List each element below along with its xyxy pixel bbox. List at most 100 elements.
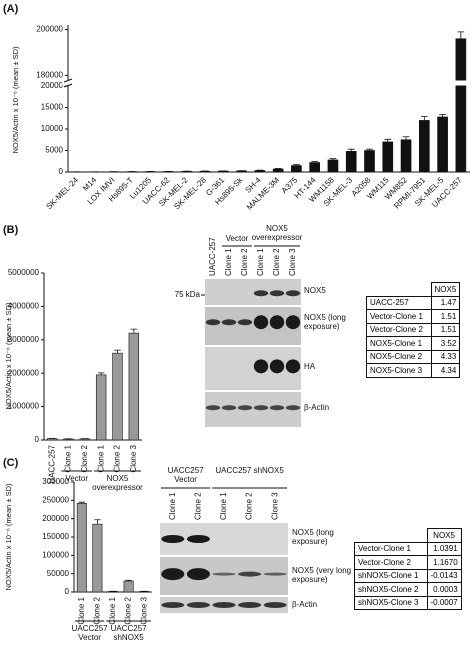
y-tick-label: 20000 <box>41 81 64 90</box>
error-bar <box>94 519 101 525</box>
y-tick-label: 1000000 <box>8 402 40 411</box>
error-bar <box>347 148 355 152</box>
table-row: NOX5-Clone 3 4.34 <box>366 363 461 378</box>
table-cell: UACC-257 <box>366 295 432 310</box>
bar <box>437 116 448 173</box>
table-cell <box>367 283 432 297</box>
lane-label: Clone 2 <box>245 492 254 520</box>
y-tick-label: 200000 <box>42 514 69 523</box>
band <box>285 359 301 374</box>
y-axis-title: NOX5/Actin x 10⁻⁶ (mean ± SD) <box>11 46 20 154</box>
bar <box>76 502 87 593</box>
y-tick-label: 0 <box>65 587 70 596</box>
band-label: HA <box>304 362 316 371</box>
table-cell: NOX5 <box>426 528 462 543</box>
bar <box>418 120 430 173</box>
bar <box>345 151 357 173</box>
bar <box>327 159 339 173</box>
lane-group-label: Vector <box>225 234 249 243</box>
lane-label: Clone 3 <box>270 492 279 520</box>
table-row: Vector-Clone 2 1.51 <box>366 322 461 337</box>
lane-label: Clone 1 <box>224 248 233 276</box>
table-cell: 1.51 <box>430 309 461 324</box>
y-tick-label: 3000000 <box>8 335 40 344</box>
band <box>237 405 253 411</box>
bar <box>382 141 394 173</box>
y-tick-label: 50000 <box>47 569 70 578</box>
error-bar <box>402 136 410 140</box>
lane-group-label: NOX5 overexpressor <box>251 224 303 242</box>
bar <box>309 162 321 173</box>
x-group-label: UACC257 shNOX5 <box>110 624 147 642</box>
y-axis-title: NOX5/Actin x 10⁻⁶ (mean ± SD) <box>4 302 13 410</box>
blot-strip <box>205 307 301 345</box>
lane-label: Clone 1 <box>168 492 177 520</box>
band <box>205 405 221 411</box>
band <box>221 319 237 326</box>
band <box>238 602 262 608</box>
table-row: NOX5 <box>355 528 462 543</box>
x-tick-label: SK-MEL-24 <box>44 175 80 211</box>
y-tick-label: 300000 <box>42 477 69 486</box>
error-bar <box>78 501 85 504</box>
band <box>263 602 287 608</box>
bar <box>272 168 284 173</box>
blot-strip <box>205 347 301 390</box>
marker-label: 75 kDa <box>175 290 201 299</box>
x-tick-label: Clone 1 <box>64 444 73 472</box>
error-bar <box>125 579 132 581</box>
x-tick-label: Clone 3 <box>139 596 148 624</box>
error-bar <box>457 31 465 39</box>
table-cell <box>355 529 428 543</box>
band <box>212 572 236 576</box>
y-tick-label: 100000 <box>42 550 69 559</box>
band <box>186 568 210 581</box>
panel-label: (C) <box>3 457 19 469</box>
table-row: shNOX5-Clone 1 -0.0143 <box>354 568 462 583</box>
y-tick-label: 0 <box>59 167 64 176</box>
band <box>238 571 262 577</box>
table-row: Vector-Clone 1 1.0391 <box>354 541 462 556</box>
table-cell: 1.0391 <box>426 541 462 556</box>
x-group-label: Vector <box>65 474 88 483</box>
lane-label: Clone 1 <box>219 492 228 520</box>
band <box>263 572 287 576</box>
panel-label: (B) <box>3 224 19 236</box>
error-bar <box>420 116 428 121</box>
panel-label: (A) <box>3 3 19 15</box>
lane-group-label: UACC257 Vector <box>167 466 204 484</box>
table-cell: 4.33 <box>430 349 461 364</box>
error-bar <box>130 328 138 334</box>
band <box>269 359 285 374</box>
bar <box>400 139 412 173</box>
table-cell: NOX5-Clone 3 <box>366 363 432 378</box>
table-cell: 4.34 <box>430 363 461 378</box>
lane-label: Clone 2 <box>272 248 281 276</box>
band <box>269 315 285 330</box>
band <box>285 315 301 330</box>
blot-strip <box>205 279 301 305</box>
data-table: NOX5 UACC-257 1.47 Vector-Clone 1 1.51 Vector… <box>366 282 461 378</box>
band-label: β-Actin <box>292 600 318 609</box>
lane-label: UACC-257 <box>208 237 217 276</box>
bar <box>254 170 266 173</box>
bar <box>92 523 103 593</box>
band-label: β-Actin <box>304 403 330 412</box>
table-cell: Vector-Clone 2 <box>366 322 432 337</box>
band <box>237 319 253 326</box>
y-tick-label: 250000 <box>42 495 69 504</box>
band <box>212 602 236 608</box>
y-tick-label: 10000 <box>41 124 64 133</box>
axis-break <box>62 80 470 86</box>
x-tick-label: Clone 3 <box>129 444 138 472</box>
table-row: UACC-257 1.47 <box>366 295 461 310</box>
x-tick-label: Clone 2 <box>93 596 102 624</box>
table-row: shNOX5-Clone 3 -0.0007 <box>354 595 462 610</box>
bar <box>112 352 123 441</box>
band <box>269 290 285 297</box>
y-tick-label: 2000000 <box>8 368 40 377</box>
table-cell: NOX5 <box>430 282 461 297</box>
band <box>221 405 237 411</box>
x-group-label: NOX5 overexpressor <box>92 474 143 492</box>
